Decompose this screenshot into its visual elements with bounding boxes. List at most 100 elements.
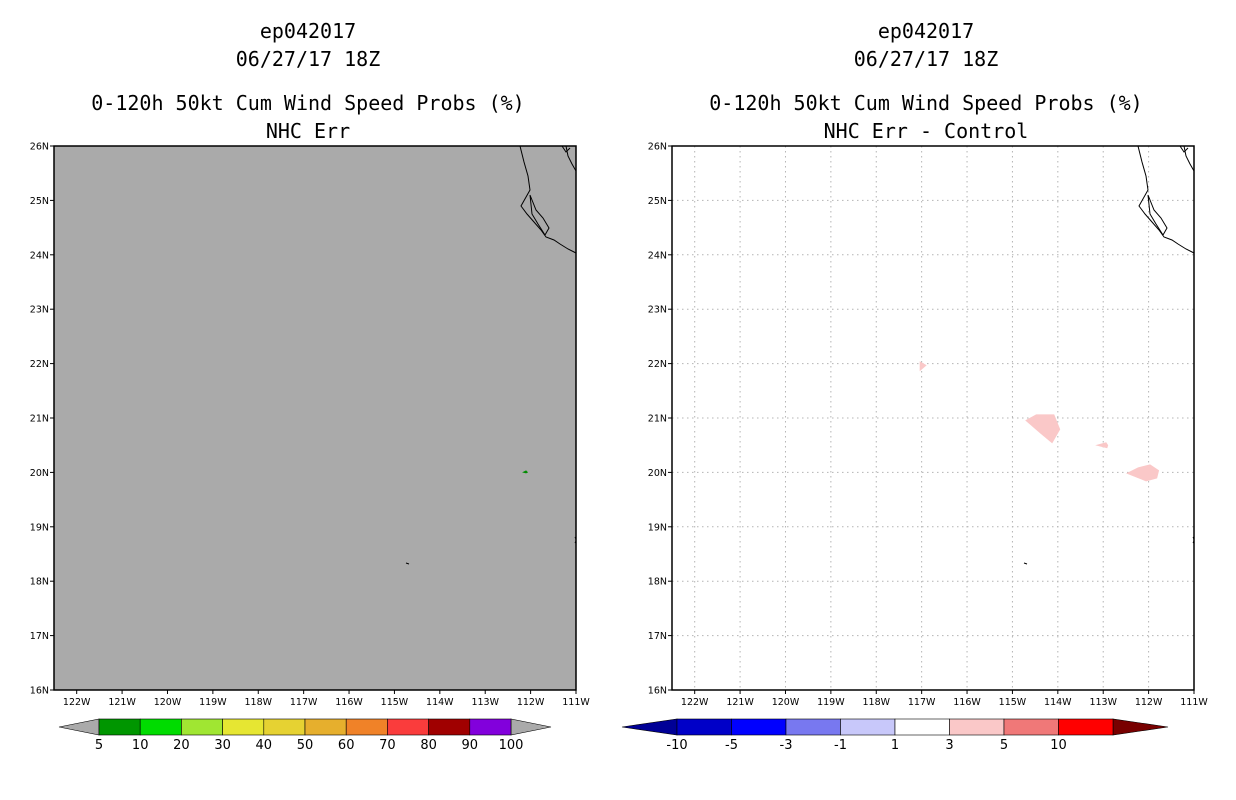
right-y-tick-label: 22N bbox=[648, 359, 667, 370]
right-x-tick-label: 113W bbox=[1089, 697, 1117, 708]
right-colorbar-swatch bbox=[785, 718, 841, 736]
left-x-axis: 122W 121W 120W 119W 118W 117W 116W 115W 114W 113W… bbox=[63, 690, 590, 708]
left-x-tick-label: 118W bbox=[244, 697, 272, 708]
right-difference-1-3-near-22n-117w bbox=[919, 361, 927, 372]
left-colorbar-label: 50 bbox=[297, 738, 314, 753]
left-colorbar-label: 40 bbox=[256, 738, 273, 753]
right-coastline-mainland bbox=[1137, 145, 1195, 254]
left-x-tick-label: 114W bbox=[426, 697, 454, 708]
right-colorbar-label: -3 bbox=[780, 738, 793, 753]
right-island-clarion bbox=[1023, 562, 1028, 565]
right-colorbar-swatch bbox=[894, 718, 950, 736]
left-title: ep042017 06/27/17 18Z 0-120h 50kt Cum Wi… bbox=[91, 19, 524, 143]
right-title-line-2: 06/27/17 18Z bbox=[854, 47, 999, 71]
left-data-features bbox=[522, 470, 529, 474]
right-title-line-4: NHC Err - Control bbox=[824, 119, 1029, 143]
right-difference-1-3-near-20-5n-113w bbox=[1095, 442, 1109, 449]
left-chart-panel: ep042017 06/27/17 18Z 0-120h 50kt Cum Wi… bbox=[30, 19, 591, 753]
left-colorbar-swatch bbox=[98, 718, 141, 736]
right-colorbar-swatch bbox=[949, 718, 1005, 736]
right-colorbar-swatch bbox=[1058, 718, 1114, 736]
right-x-tick-label: 111W bbox=[1180, 697, 1208, 708]
right-x-tick-label: 119W bbox=[817, 697, 845, 708]
left-y-tick-label: 26N bbox=[30, 142, 49, 153]
left-y-tick-label: 23N bbox=[30, 305, 49, 316]
right-y-tick-label: 21N bbox=[648, 414, 667, 425]
right-x-tick-label: 122W bbox=[681, 697, 709, 708]
left-x-tick-label: 121W bbox=[108, 697, 136, 708]
right-y-tick-label: 23N bbox=[648, 305, 667, 316]
right-colorbar-label: 5 bbox=[1000, 738, 1008, 753]
right-gridlines bbox=[672, 146, 1194, 690]
left-colorbar-swatch bbox=[304, 718, 347, 736]
right-y-tick-label: 24N bbox=[648, 250, 667, 261]
left-y-tick-label: 19N bbox=[30, 522, 49, 533]
left-colorbar-swatch bbox=[428, 718, 471, 736]
left-colorbar-label: 70 bbox=[379, 738, 396, 753]
left-colorbar-swatch bbox=[263, 718, 306, 736]
left-title-line-4: NHC Err bbox=[266, 119, 350, 143]
right-colorbar-swatch bbox=[1003, 718, 1059, 736]
left-x-tick-label: 116W bbox=[335, 697, 363, 708]
left-colorbar-label: 100 bbox=[499, 738, 524, 753]
left-colorbar-label: 10 bbox=[132, 738, 149, 753]
right-colorbar-swatch bbox=[676, 718, 732, 736]
right-colorbar-swatch bbox=[731, 718, 787, 736]
right-coastline-peninsula bbox=[1147, 194, 1168, 236]
left-colorbar-swatch bbox=[181, 718, 223, 736]
left-colorbar-swatch bbox=[345, 718, 388, 736]
left-colorbar-label: 80 bbox=[420, 738, 437, 753]
right-colorbar-label: 1 bbox=[891, 738, 899, 753]
left-x-tick-label: 115W bbox=[381, 697, 409, 708]
left-title-line-2: 06/27/17 18Z bbox=[236, 47, 381, 71]
right-colorbar-under-triangle bbox=[621, 718, 678, 736]
left-y-tick-label: 16N bbox=[30, 686, 49, 697]
left-y-tick-label: 18N bbox=[30, 577, 49, 588]
right-chart-panel: ep042017 06/27/17 18Z 0-120h 50kt Cum Wi… bbox=[621, 19, 1208, 753]
left-x-tick-label: 119W bbox=[199, 697, 227, 708]
left-colorbar-label: 60 bbox=[338, 738, 355, 753]
left-colorbar-swatch bbox=[469, 718, 512, 736]
right-y-tick-label: 16N bbox=[648, 686, 667, 697]
right-y-tick-label: 19N bbox=[648, 522, 667, 533]
left-y-tick-label: 25N bbox=[30, 196, 49, 207]
left-colorbar-swatch bbox=[222, 718, 265, 736]
right-colorbar: -10 -5 -3 -1 1 3 5 10 bbox=[621, 718, 1169, 753]
right-x-tick-label: 116W bbox=[953, 697, 981, 708]
left-x-tick-label: 117W bbox=[290, 697, 318, 708]
right-difference-1-3-near-20n-112w bbox=[1126, 464, 1160, 482]
left-y-tick-label: 20N bbox=[30, 468, 49, 479]
left-colorbar-label: 5 bbox=[95, 738, 103, 753]
left-plot-background bbox=[54, 146, 576, 690]
right-difference-1-3-near-21n-114w bbox=[1025, 414, 1061, 444]
right-y-tick-label: 26N bbox=[648, 142, 667, 153]
right-x-tick-label: 115W bbox=[999, 697, 1027, 708]
left-colorbar-over-triangle bbox=[510, 718, 552, 736]
right-colorbar-swatch bbox=[840, 718, 896, 736]
right-data-features bbox=[919, 361, 1160, 482]
right-y-tick-label: 25N bbox=[648, 196, 667, 207]
right-title-line-3: 0-120h 50kt Cum Wind Speed Probs (%) bbox=[709, 91, 1142, 115]
left-x-tick-label: 122W bbox=[63, 697, 91, 708]
left-coastline-peninsula bbox=[529, 194, 550, 236]
left-colorbar-label: 20 bbox=[173, 738, 190, 753]
right-colorbar-over-triangle bbox=[1112, 718, 1169, 736]
right-title: ep042017 06/27/17 18Z 0-120h 50kt Cum Wi… bbox=[709, 19, 1142, 143]
right-colorbar-label: -10 bbox=[666, 738, 687, 753]
left-y-tick-label: 22N bbox=[30, 359, 49, 370]
right-x-tick-label: 114W bbox=[1044, 697, 1072, 708]
left-x-tick-label: 112W bbox=[517, 697, 545, 708]
left-coastline-gulf-detail bbox=[561, 145, 571, 153]
left-colorbar-swatch bbox=[139, 718, 182, 736]
left-colorbar-under-triangle bbox=[58, 718, 100, 736]
right-colorbar-label: -5 bbox=[725, 738, 738, 753]
right-x-tick-label: 117W bbox=[908, 697, 936, 708]
left-colorbar-swatch bbox=[387, 718, 429, 736]
left-y-tick-label: 21N bbox=[30, 414, 49, 425]
right-y-axis: 26N 25N 24N 23N 22N 21N 20N 19N 18N 17N 16N bbox=[648, 142, 672, 697]
left-y-tick-label: 17N bbox=[30, 631, 49, 642]
left-y-tick-label: 24N bbox=[30, 250, 49, 261]
left-island-clarion bbox=[405, 562, 410, 565]
left-x-tick-label: 111W bbox=[562, 697, 590, 708]
right-y-tick-label: 18N bbox=[648, 577, 667, 588]
